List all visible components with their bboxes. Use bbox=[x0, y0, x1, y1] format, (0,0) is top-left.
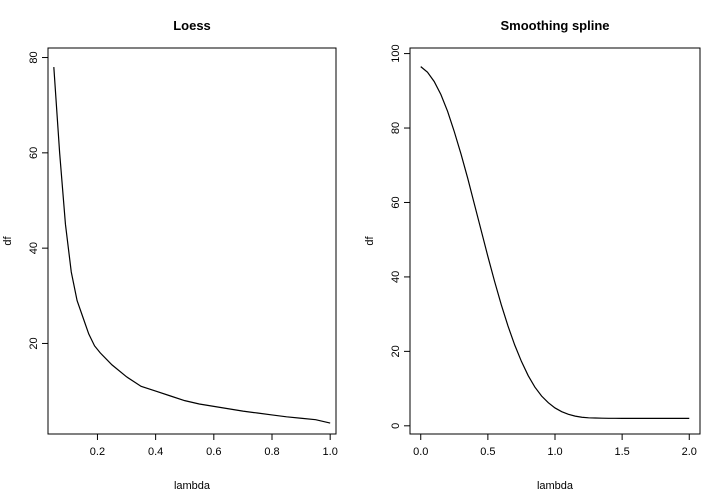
loess-x-tick-label: 0.8 bbox=[264, 446, 279, 458]
loess-x-tick-label: 0.6 bbox=[206, 446, 221, 458]
spline-title: Smoothing spline bbox=[500, 18, 609, 33]
loess-y-tick-label: 20 bbox=[28, 337, 40, 349]
panel-loess: Loess 0.2 0.4 0.6 0.8 1.0 20 40 60 80 lambda df bbox=[2, 18, 338, 492]
spline-x-label: lambda bbox=[537, 480, 574, 492]
loess-series-line bbox=[53, 67, 331, 424]
loess-y-axis: 20 40 60 80 bbox=[28, 51, 49, 350]
loess-plot-frame bbox=[47, 47, 337, 435]
spline-x-tick-label: 0.0 bbox=[413, 446, 428, 458]
spline-x-tick-label: 0.5 bbox=[480, 446, 495, 458]
loess-x-tick-label: 0.2 bbox=[90, 446, 105, 458]
spline-x-tick-label: 1.0 bbox=[547, 446, 562, 458]
spline-y-tick-label: 0 bbox=[390, 423, 402, 429]
loess-title: Loess bbox=[173, 18, 211, 33]
spline-y-tick-label: 80 bbox=[390, 122, 402, 134]
loess-x-axis: 0.2 0.4 0.6 0.8 1.0 bbox=[90, 433, 338, 458]
spline-y-label: df bbox=[364, 235, 376, 245]
spline-y-axis: 0 20 40 60 80 100 bbox=[390, 44, 411, 429]
spline-y-tick-label: 60 bbox=[390, 196, 402, 208]
spline-series-line bbox=[420, 66, 690, 419]
loess-x-label: lambda bbox=[174, 480, 211, 492]
loess-y-tick-label: 40 bbox=[28, 242, 40, 254]
spline-x-tick-label: 1.5 bbox=[614, 446, 629, 458]
loess-y-label: df bbox=[2, 235, 14, 245]
loess-y-tick-label: 80 bbox=[28, 51, 40, 63]
panel-smoothing-spline: Smoothing spline 0.0 0.5 1.0 1.5 2.0 0 20 40 60… bbox=[364, 18, 701, 492]
spline-plot-frame bbox=[409, 47, 701, 435]
spline-x-tick-label: 2.0 bbox=[682, 446, 697, 458]
loess-x-tick-label: 1.0 bbox=[323, 446, 338, 458]
spline-y-tick-label: 20 bbox=[390, 345, 402, 357]
loess-y-tick-label: 60 bbox=[28, 147, 40, 159]
spline-y-tick-label: 40 bbox=[390, 271, 402, 283]
spline-x-axis: 0.0 0.5 1.0 1.5 2.0 bbox=[413, 433, 697, 458]
loess-x-tick-label: 0.4 bbox=[148, 446, 163, 458]
spline-y-tick-label: 100 bbox=[390, 44, 402, 62]
